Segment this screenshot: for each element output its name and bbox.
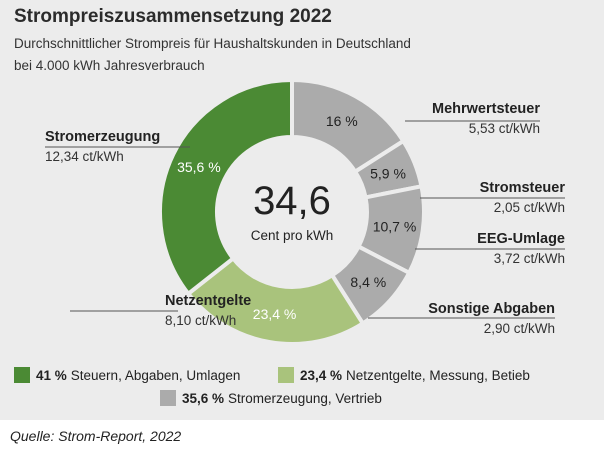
center-total-unit: Cent pro kWh <box>251 228 334 243</box>
legend-item-grid-fees: 23,4 % Netzentgelte, Messung, Betieb <box>278 367 530 383</box>
legend-swatch-taxes <box>14 367 30 383</box>
donut-slices <box>158 77 426 346</box>
slice-percent-stromerzeugung: 35,6 % <box>177 159 221 175</box>
leader-lines <box>45 120 565 319</box>
slice-label-stromsteuer: Stromsteuer <box>480 180 566 196</box>
slice-percent-netzentgelte: 23,4 % <box>253 306 297 322</box>
legend-percent-generation: 35,6 % <box>182 390 225 406</box>
slice-label-netzentgelte: Netzentgelte <box>165 293 251 309</box>
slice-percent-eeg-umlage: 10,7 % <box>373 219 417 235</box>
slice-value-stromsteuer: 2,05 ct/kWh <box>494 200 565 215</box>
legend-label-generation: Stromerzeugung, Vertrieb <box>228 390 382 406</box>
slice-percent-sonstige-abgaben: 8,4 % <box>350 274 386 290</box>
slice-value-netzentgelte: 8,10 ct/kWh <box>165 313 236 328</box>
slice-label-sonstige-abgaben: Sonstige Abgaben <box>428 301 555 317</box>
legend-swatch-grid-fees <box>278 367 294 383</box>
donut-chart: 16 % 5,9 % 10,7 % 8,4 % 23,4 % 35,6 % Mehrwer… <box>45 77 566 346</box>
slice-percent-mehrwertsteuer: 16 % <box>326 113 358 129</box>
slice-percent-labels: 16 % 5,9 % 10,7 % 8,4 % 23,4 % 35,6 % <box>177 113 416 322</box>
source-note: Quelle: Strom-Report, 2022 <box>10 428 182 444</box>
slice-label-stromerzeugung: Stromerzeugung <box>45 129 160 145</box>
legend-percent-taxes: 41 % <box>36 367 67 383</box>
chart-subtitle-line-1: Durchschnittlicher Strompreis für Hausha… <box>14 36 411 51</box>
legend-item-taxes: 41 % Steuern, Abgaben, Umlagen <box>14 367 240 383</box>
slice-value-sonstige-abgaben: 2,90 ct/kWh <box>484 321 555 336</box>
legend-percent-grid-fees: 23,4 % <box>300 367 343 383</box>
chart-subtitle-line-2: bei 4.000 kWh Jahresverbrauch <box>14 58 205 73</box>
slice-value-stromerzeugung: 12,34 ct/kWh <box>45 149 124 164</box>
legend: 41 % Steuern, Abgaben, Umlagen 23,4 % Ne… <box>14 367 530 406</box>
legend-label-grid-fees: Netzentgelte, Messung, Betieb <box>346 367 530 383</box>
slice-percent-stromsteuer: 5,9 % <box>370 165 406 181</box>
chart-title: Strompreiszusammensetzung 2022 <box>14 6 332 27</box>
slice-value-eeg-umlage: 3,72 ct/kWh <box>494 251 565 266</box>
chart-panel <box>0 0 604 420</box>
slice-netzentgelte <box>185 255 366 346</box>
legend-label-taxes: Steuern, Abgaben, Umlagen <box>70 367 241 383</box>
slice-labels: Mehrwertsteuer 5,53 ct/kWh Stromsteuer 2,05… <box>45 101 565 336</box>
slice-value-mehrwertsteuer: 5,53 ct/kWh <box>469 121 540 136</box>
slice-label-eeg-umlage: EEG-Umlage <box>477 231 565 247</box>
slice-label-mehrwertsteuer: Mehrwertsteuer <box>432 101 540 117</box>
center-total-value: 34,6 <box>253 179 331 223</box>
legend-item-generation: 35,6 % Stromerzeugung, Vertrieb <box>160 390 382 406</box>
slice-stromerzeugung <box>158 77 294 297</box>
legend-swatch-generation <box>160 390 176 406</box>
